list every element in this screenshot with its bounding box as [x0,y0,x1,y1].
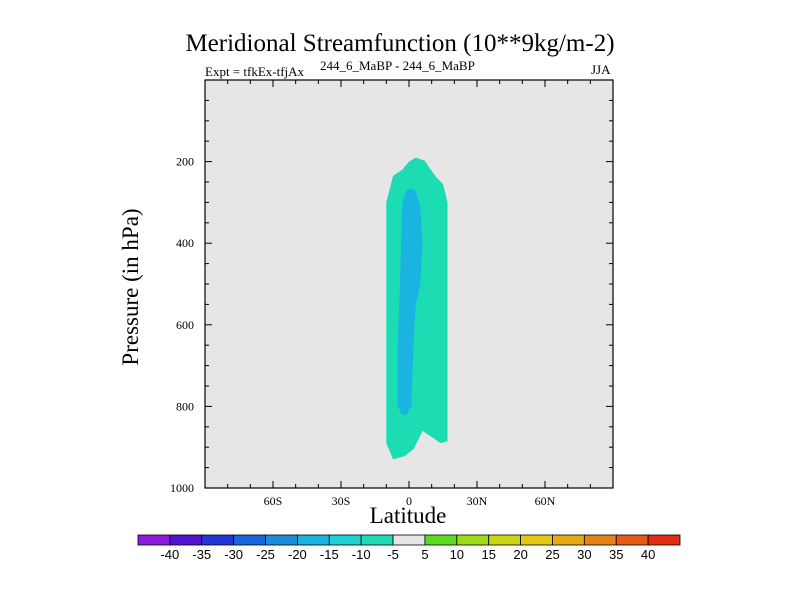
colorbar-label: 5 [421,547,428,562]
x-axis-label: Latitude [369,503,447,528]
colorbar-box [328,534,362,546]
x-tick-label: 30S [332,494,351,508]
x-tick-label: 0 [406,494,412,508]
colorbar-box [424,534,458,546]
y-tick-label: 400 [176,236,194,250]
x-tick-label: 60S [264,494,283,508]
x-tick-label: 30N [467,494,488,508]
colorbar-label: 25 [545,547,559,562]
y-axis-label: Pressure (in hPa) [118,208,143,366]
colorbar-box [520,534,553,546]
colorbar-label: 15 [481,547,495,562]
contour-region-1 [397,188,423,415]
colorbar-box [201,534,235,546]
colorbar-box [360,534,394,546]
colorbar-label: -25 [256,547,275,562]
x-tick-label: 60N [535,494,556,508]
colorbar-box [169,534,203,546]
colorbar-label: -10 [352,547,371,562]
colorbar-box [552,534,585,546]
y-tick-label: 800 [176,399,194,413]
y-tick-label: 600 [176,318,194,332]
colorbar-box [392,534,426,546]
season-label: JJA [591,62,611,77]
colorbar-box [456,534,490,546]
colorbar-label: 20 [513,547,527,562]
colorbar-box [297,534,330,546]
y-tick-label: 1000 [170,481,194,495]
colorbar-label: -20 [288,547,307,562]
colorbar-label: 10 [450,547,464,562]
colorbar-box [233,534,266,546]
colorbar-label: -15 [320,547,339,562]
experiment-label: Expt = tfkEx-tfjAx [205,64,305,79]
colorbar-label: 30 [577,547,591,562]
colorbar-box [488,534,521,546]
colorbar-box [583,534,617,546]
colorbar-label: -5 [387,547,399,562]
colorbar-label: -40 [160,547,179,562]
chart-title: Meridional Streamfunction (10**9kg/m-2) [185,30,615,57]
chart-subtitle: 244_6_MaBP - 244_6_MaBP [320,58,475,73]
colorbar-box [137,534,171,546]
colorbar-label: -30 [224,547,243,562]
colorbar-box [615,534,649,546]
colorbar-box [265,534,298,546]
colorbar-box [647,534,681,546]
colorbar-label: 35 [609,547,623,562]
y-tick-label: 200 [176,155,194,169]
colorbar-label: 40 [641,547,655,562]
colorbar-label: -35 [192,547,211,562]
